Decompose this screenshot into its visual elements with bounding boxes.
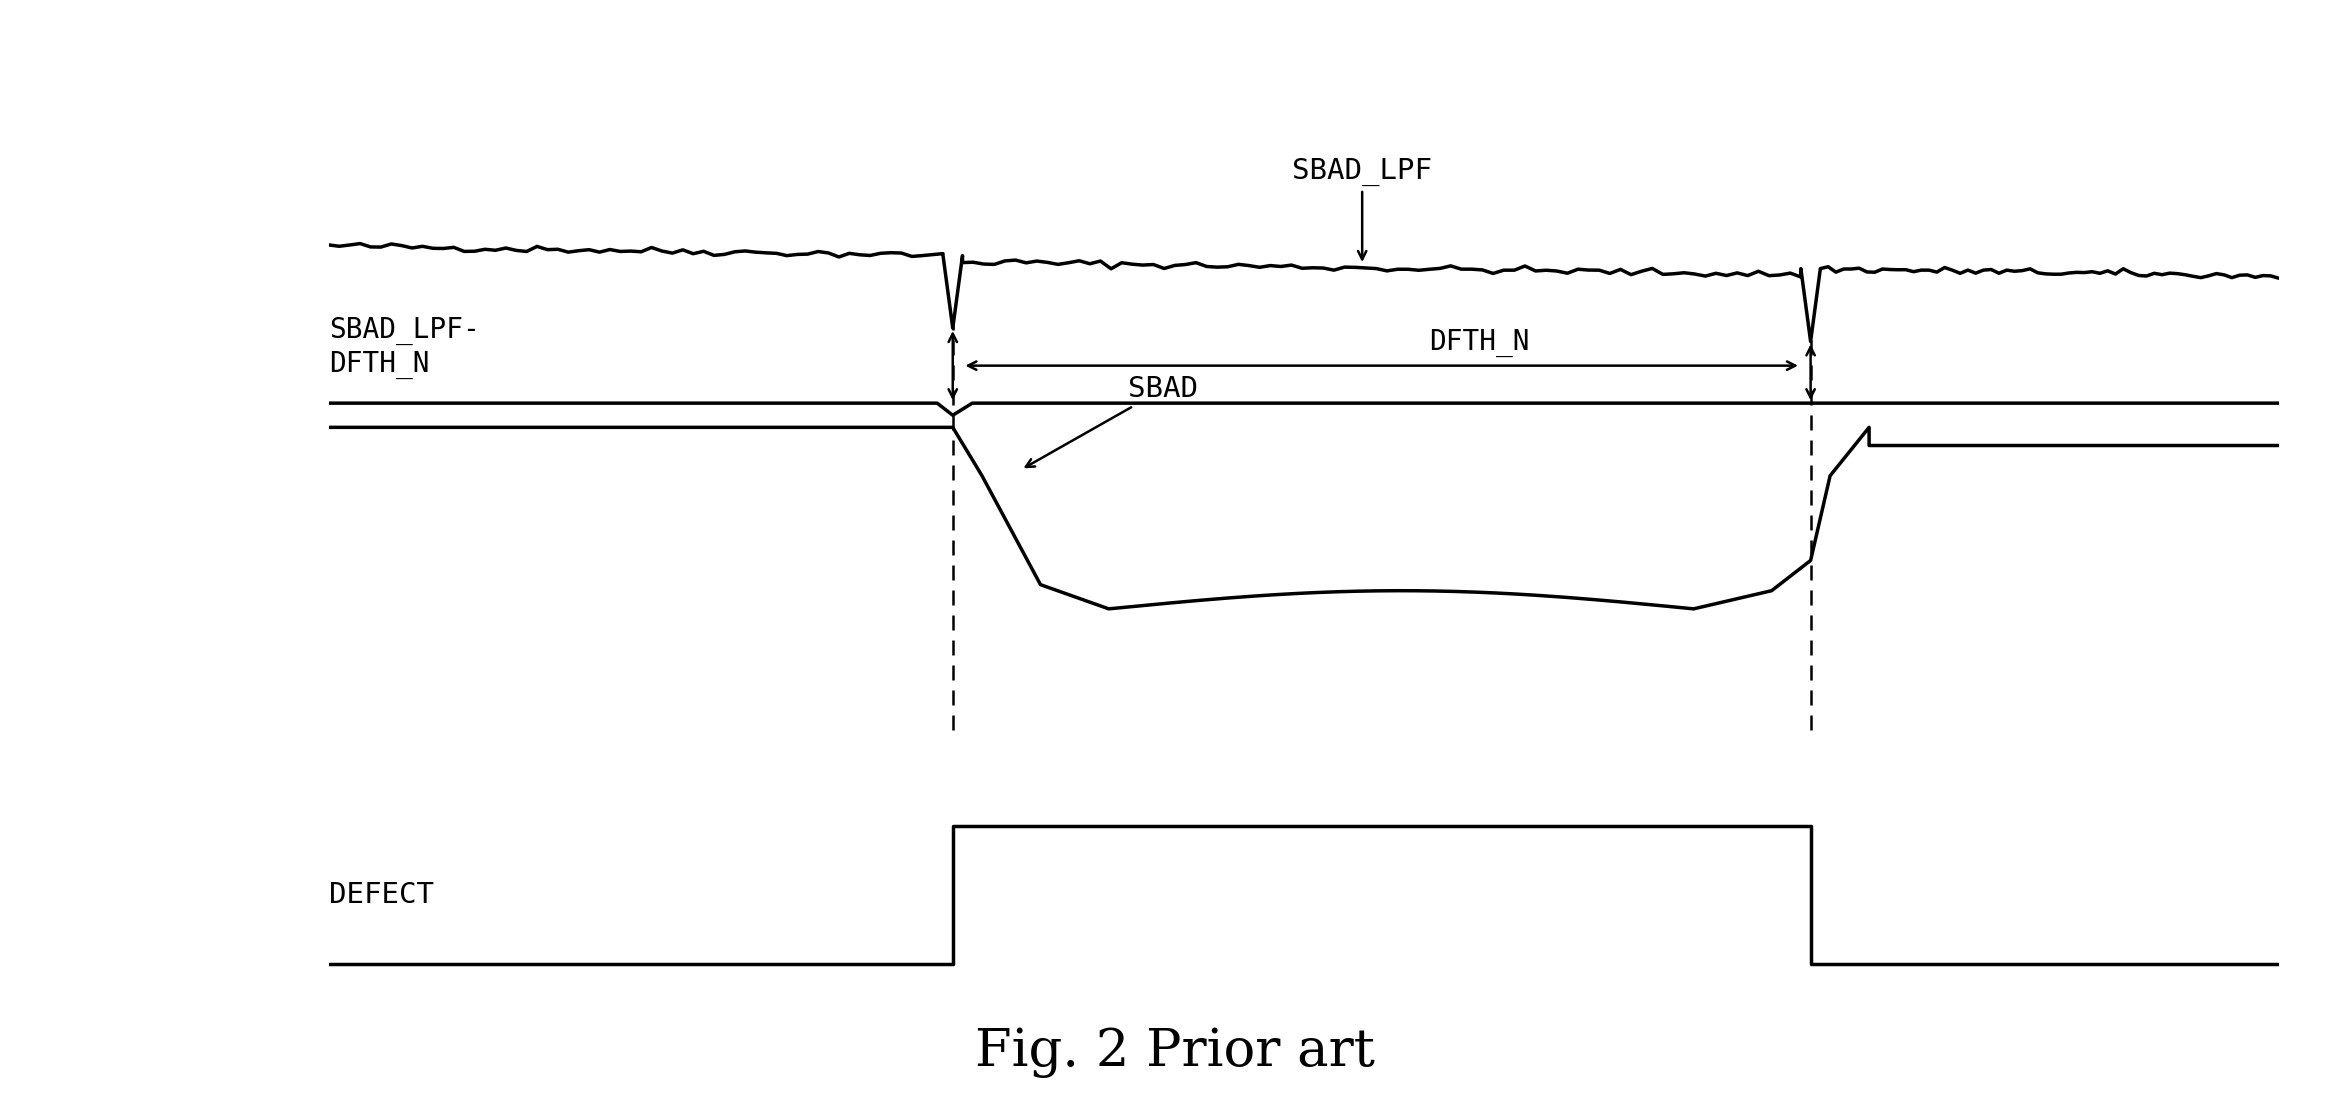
Text: DFTH_N: DFTH_N xyxy=(1428,329,1529,356)
Text: DEFECT: DEFECT xyxy=(329,881,435,910)
Text: SBAD_LPF: SBAD_LPF xyxy=(1292,158,1433,260)
Text: SBAD_LPF-
DFTH_N: SBAD_LPF- DFTH_N xyxy=(329,317,479,378)
Text: Fig. 2 Prior art: Fig. 2 Prior art xyxy=(975,1027,1374,1078)
Text: SBAD: SBAD xyxy=(1027,375,1198,468)
